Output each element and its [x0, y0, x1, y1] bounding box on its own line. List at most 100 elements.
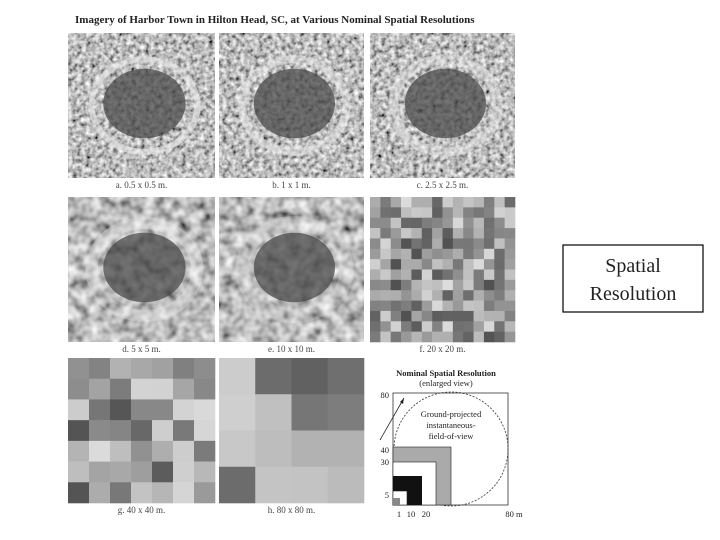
image-pixel [452, 259, 464, 270]
image-pixel [473, 310, 485, 322]
image-pixel [463, 269, 474, 281]
image-pixel [110, 378, 132, 400]
image-pixel [494, 290, 505, 301]
image-pixel [463, 197, 474, 208]
image-pixel [390, 290, 402, 301]
image-pixel [291, 394, 329, 431]
image-pixel [401, 310, 412, 322]
image-pixel [504, 321, 516, 332]
image-pixel [327, 430, 365, 468]
image-pixel [390, 279, 402, 291]
image-pixel [483, 300, 495, 312]
image-pixel [370, 269, 381, 281]
image-pixel [173, 461, 195, 483]
image-pixel [194, 482, 216, 504]
image-pixel [173, 482, 195, 504]
image-pixel [411, 197, 423, 208]
image-pixel [194, 358, 216, 380]
x-label: 10 [407, 509, 416, 519]
image-pixel [442, 259, 454, 270]
panel-caption: c. 2.5 x 2.5 m. [417, 180, 469, 190]
image-pixel [370, 238, 381, 250]
image-pixel [432, 259, 443, 270]
image-pixel [411, 331, 423, 343]
image-pixel [380, 331, 392, 343]
image-pixel [432, 321, 443, 332]
image-pixel [194, 420, 216, 442]
image-pixel [432, 310, 443, 322]
image-pixel [89, 482, 111, 504]
image-pixel [219, 358, 256, 395]
image-pixel [483, 207, 495, 219]
image-pixel [370, 321, 381, 332]
image-pixel [131, 420, 153, 442]
panel-caption: f. 20 x 20 m. [420, 344, 466, 354]
ifov-label: Ground-projected [421, 409, 482, 419]
image-pixel [152, 378, 174, 400]
image-pixel [473, 228, 485, 239]
image-pixel [504, 228, 516, 239]
panel-caption: b. 1 x 1 m. [272, 180, 311, 190]
image-pixel [494, 197, 505, 208]
image-pixel [452, 248, 464, 260]
image-pixel [483, 248, 495, 260]
image-pixel [401, 269, 412, 281]
image-pixel [452, 321, 464, 332]
image-pixel [442, 279, 454, 291]
image-pixel [380, 217, 392, 229]
harbor-water [253, 68, 335, 139]
image-pixel [173, 420, 195, 442]
harbor-ring [238, 55, 351, 156]
image-pixel [432, 238, 443, 250]
image-pixel [255, 466, 292, 504]
image-pixel [494, 279, 505, 291]
image-pixel [494, 321, 505, 332]
image-pixel [473, 321, 485, 332]
image-pixel [255, 358, 292, 395]
image-pixel [421, 248, 433, 260]
image-pixel [483, 259, 495, 270]
image-pixel [110, 461, 132, 483]
image-pixel [152, 399, 174, 421]
image-pixel [473, 300, 485, 312]
image-pixel [370, 259, 381, 270]
image-pixel [291, 466, 329, 504]
image-pixel [452, 207, 464, 219]
image-pixel [411, 290, 423, 301]
arrow [379, 397, 405, 441]
image-pixel [89, 358, 111, 380]
image-pixel [401, 197, 412, 208]
image-pixel [219, 466, 256, 504]
image-pixel [380, 279, 392, 291]
image-pixel [390, 321, 402, 332]
diagram-subtitle: (enlarged view) [419, 378, 473, 388]
panel-caption: e. 10 x 10 m. [268, 344, 315, 354]
image-pixel [442, 228, 454, 239]
image-pixel [504, 238, 516, 250]
image-pixel [452, 238, 464, 250]
harbor-water [404, 68, 486, 139]
image-pixel [432, 290, 443, 301]
image-pixel [421, 279, 433, 291]
image-pixel [370, 290, 381, 301]
image-grid: a. 0.5 x 0.5 m. b. 1 x 1 m. c. 2.5 x 2.5 m… [68, 33, 516, 515]
image-pixel [421, 300, 433, 312]
image-pixel [442, 238, 454, 250]
image-pixel [452, 290, 464, 301]
image-pixel [380, 259, 392, 270]
image-pixel [421, 238, 433, 250]
image-pixel [504, 207, 516, 219]
image-pixel [504, 290, 516, 301]
image-pixel [390, 217, 402, 229]
image-pixel [327, 466, 365, 504]
image-pixel [473, 279, 485, 291]
image-pixel [110, 399, 132, 421]
image-pixel [68, 461, 90, 483]
image-pixel [390, 197, 402, 208]
image-pixel [494, 228, 505, 239]
image-pixel [483, 310, 495, 322]
image-pixel [494, 331, 505, 343]
image-pixel [68, 399, 90, 421]
image-pixel [504, 300, 516, 312]
